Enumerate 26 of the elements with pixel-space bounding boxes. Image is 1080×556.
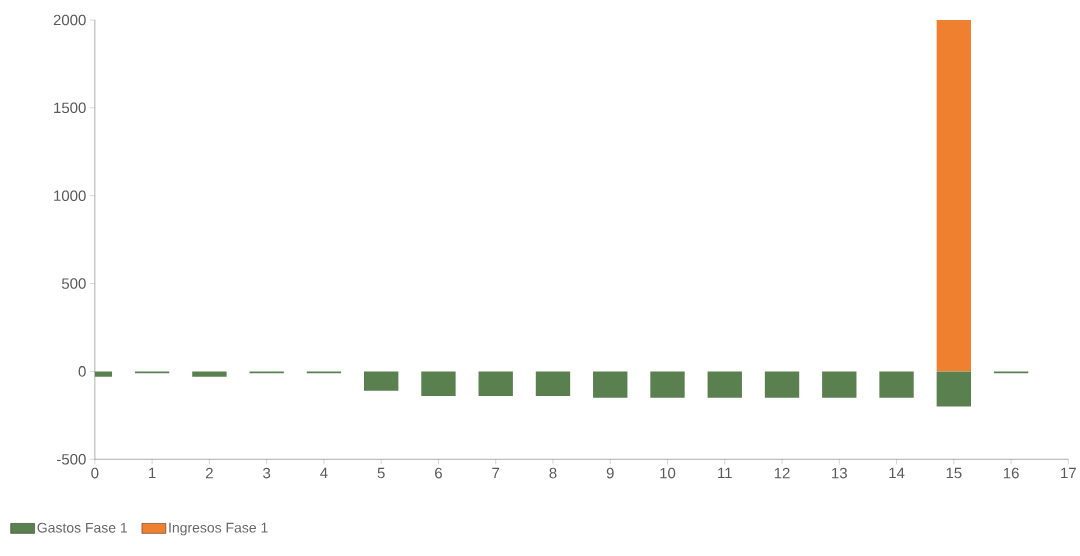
y-tick-label: 1500 <box>54 102 86 114</box>
x-tick-label: 4 <box>320 467 328 479</box>
y-tick-label: -500 <box>57 453 86 465</box>
x-tick-label: 5 <box>377 467 385 479</box>
x-tick-label: 12 <box>774 467 790 479</box>
x-tick-label: 17 <box>1061 467 1076 479</box>
legend-label: Gastos Fase 1 <box>37 522 128 533</box>
x-tick-label: 11 <box>718 467 732 479</box>
y-tick-label: 1000 <box>54 190 86 201</box>
x-tick-label: 15 <box>946 467 962 479</box>
x-tick-label: 14 <box>889 467 905 479</box>
x-tick-label: 7 <box>492 467 500 479</box>
x-tick-label: 8 <box>549 467 557 479</box>
y-tick-label: 2000 <box>53 14 86 26</box>
x-tick-label: 9 <box>606 467 614 479</box>
y-tick-label: 0 <box>78 366 86 377</box>
x-tick-label: 3 <box>263 467 271 479</box>
x-tick-label: 6 <box>435 467 442 479</box>
x-tick-label: 1 <box>149 467 156 479</box>
x-tick-label: 13 <box>832 467 847 479</box>
x-tick-label: 0 <box>91 467 99 479</box>
x-tick-label: 10 <box>660 467 676 479</box>
legend-label: Ingresos Fase 1 <box>169 522 268 536</box>
x-tick-label: 16 <box>1003 467 1019 479</box>
y-tick-label: 500 <box>61 278 86 289</box>
x-tick-label: 2 <box>205 467 213 479</box>
